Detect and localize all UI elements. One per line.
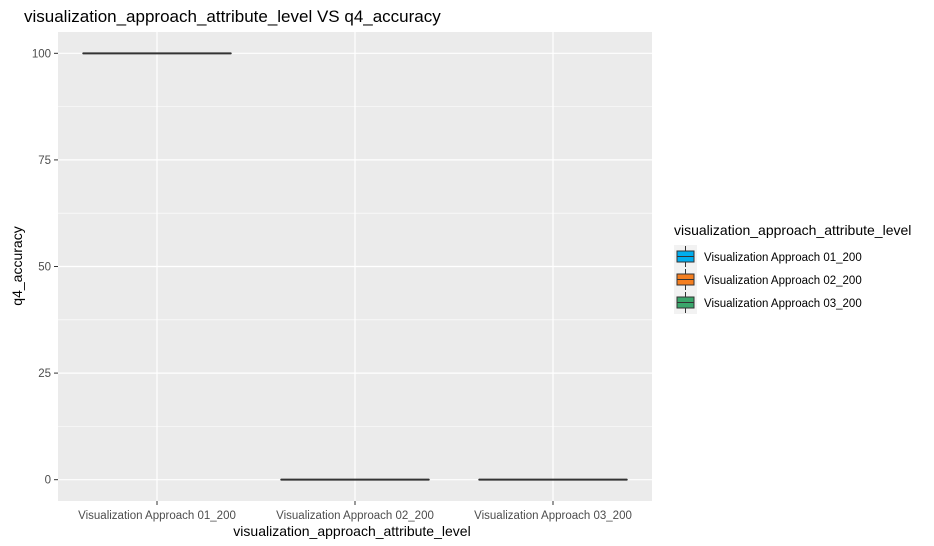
x-axis: Visualization Approach 01_200 Visualizati… bbox=[78, 501, 632, 522]
y-tick-label: 25 bbox=[38, 368, 51, 380]
legend-entries: Visualization Approach 01_200 Visualizati… bbox=[674, 245, 862, 314]
y-tick-label: 50 bbox=[38, 262, 51, 274]
x-tick-label: Visualization Approach 01_200 bbox=[78, 510, 236, 522]
y-tick-label: 75 bbox=[38, 155, 51, 167]
x-tick-label: Visualization Approach 03_200 bbox=[474, 510, 632, 522]
legend-title: visualization_approach_attribute_level bbox=[674, 222, 911, 238]
y-axis: 0 25 50 75 100 bbox=[32, 48, 58, 487]
y-tick-label: 100 bbox=[32, 48, 51, 60]
legend-label: Visualization Approach 01_200 bbox=[704, 252, 862, 264]
legend-entry-3: Visualization Approach 03_200 bbox=[674, 291, 862, 314]
x-tick-label: Visualization Approach 02_200 bbox=[276, 510, 434, 522]
legend-label: Visualization Approach 03_200 bbox=[704, 298, 862, 310]
legend-label: Visualization Approach 02_200 bbox=[704, 275, 862, 287]
x-axis-title: visualization_approach_attribute_level bbox=[233, 523, 470, 539]
boxes bbox=[82, 52, 628, 481]
y-axis-title: q4_accuracy bbox=[9, 226, 25, 305]
legend: visualization_approach_attribute_level V… bbox=[674, 222, 911, 314]
chart-title: visualization_approach_attribute_level V… bbox=[24, 7, 441, 26]
legend-entry-1: Visualization Approach 01_200 bbox=[674, 245, 862, 268]
y-tick-label: 0 bbox=[45, 475, 51, 487]
legend-entry-2: Visualization Approach 02_200 bbox=[674, 268, 862, 291]
